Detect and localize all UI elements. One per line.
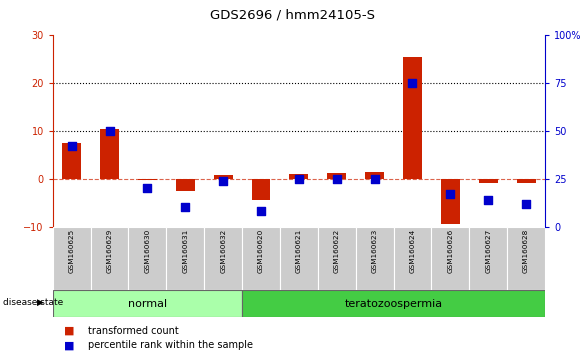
Text: disease state: disease state	[3, 298, 63, 307]
Bar	[469, 227, 507, 290]
Bar	[431, 227, 469, 290]
Point	[370, 176, 379, 182]
Bar	[242, 290, 545, 317]
Text: ▶: ▶	[37, 298, 44, 307]
Point	[294, 176, 304, 182]
Text: GSM160622: GSM160622	[333, 228, 340, 273]
Text: GSM160624: GSM160624	[410, 228, 415, 273]
Bar	[479, 179, 498, 183]
Text: GSM160632: GSM160632	[220, 228, 226, 273]
Point	[67, 143, 76, 149]
Bar	[100, 129, 119, 179]
Point	[105, 128, 114, 134]
Point	[219, 178, 228, 183]
Text: GSM160625: GSM160625	[69, 228, 74, 273]
Point	[180, 205, 190, 210]
Point	[408, 80, 417, 86]
Text: GSM160621: GSM160621	[296, 228, 302, 273]
Bar	[138, 179, 157, 180]
Bar	[91, 227, 128, 290]
Point	[483, 197, 493, 202]
Bar	[242, 227, 280, 290]
Bar	[394, 227, 431, 290]
Bar	[53, 227, 91, 290]
Bar	[507, 227, 545, 290]
Text: normal: normal	[128, 298, 167, 309]
Bar	[53, 290, 242, 317]
Bar	[204, 227, 242, 290]
Bar	[289, 174, 308, 179]
Bar	[166, 227, 204, 290]
Text: GSM160630: GSM160630	[144, 228, 151, 273]
Text: teratozoospermia: teratozoospermia	[345, 298, 442, 309]
Bar	[327, 173, 346, 179]
Bar	[176, 179, 195, 191]
Bar	[403, 57, 422, 179]
Text: GSM160626: GSM160626	[447, 228, 454, 273]
Bar	[280, 227, 318, 290]
Point	[522, 201, 531, 206]
Bar	[128, 227, 166, 290]
Point	[445, 191, 455, 197]
Text: ■: ■	[64, 340, 75, 350]
Text: GSM160628: GSM160628	[523, 228, 529, 273]
Point	[143, 185, 152, 191]
Bar	[365, 172, 384, 179]
Bar	[62, 143, 81, 179]
Bar	[251, 179, 271, 200]
Text: GSM160629: GSM160629	[107, 228, 113, 273]
Text: GSM160620: GSM160620	[258, 228, 264, 273]
Point	[256, 209, 265, 214]
Text: GSM160631: GSM160631	[182, 228, 188, 273]
Bar	[517, 179, 536, 183]
Point	[332, 176, 342, 182]
Text: GDS2696 / hmm24105-S: GDS2696 / hmm24105-S	[210, 9, 376, 22]
Text: ■: ■	[64, 326, 75, 336]
Bar	[318, 227, 356, 290]
Text: percentile rank within the sample: percentile rank within the sample	[88, 340, 253, 350]
Text: GSM160623: GSM160623	[372, 228, 377, 273]
Bar	[441, 179, 460, 224]
Bar	[214, 175, 233, 179]
Text: GSM160627: GSM160627	[485, 228, 491, 273]
Bar	[356, 227, 394, 290]
Text: transformed count: transformed count	[88, 326, 179, 336]
